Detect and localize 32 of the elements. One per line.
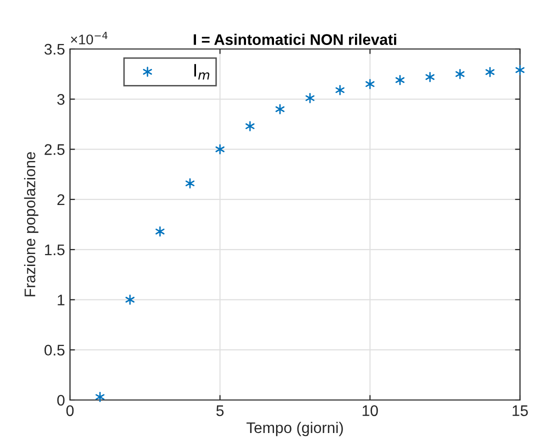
- point: [126, 294, 134, 305]
- y-tick-label: 3: [57, 94, 64, 105]
- point: [426, 72, 434, 82]
- point: [336, 85, 344, 96]
- point: [276, 104, 284, 114]
- x-tick-label: 0: [66, 405, 74, 416]
- text: ×10$^{−4}$: [70, 32, 108, 44]
- point: [156, 226, 164, 237]
- y-tick-label: 0: [57, 394, 65, 406]
- chart-title: I = Asintomatici NON rilevati: [194, 34, 396, 45]
- y-tick-label: 0.5: [44, 344, 64, 356]
- point: [486, 66, 494, 78]
- point: [186, 178, 194, 188]
- y-tick-label: 1.5: [45, 244, 64, 256]
- point: [396, 75, 404, 86]
- point: [246, 121, 254, 132]
- point: [306, 93, 314, 104]
- y-tick-label: 3.5: [44, 44, 64, 55]
- y-tick-label: 2: [57, 194, 64, 205]
- x-tick-label: 10: [362, 405, 378, 416]
- x-tick-label: 15: [512, 405, 528, 416]
- y-axis-title: Frazione popolazione: [24, 152, 38, 296]
- point: [366, 79, 374, 90]
- point: [216, 144, 224, 154]
- x-tick-label: 5: [216, 405, 224, 416]
- point: [456, 68, 464, 80]
- y-tick-label: 1: [58, 294, 64, 306]
- y-tick-label: 2.5: [44, 144, 64, 155]
- x-axis-title: Tempo (giorni): [246, 422, 343, 436]
- point: [516, 64, 524, 76]
- point: [96, 392, 104, 402]
- legend-label: I$_{m}$: [194, 64, 210, 80]
